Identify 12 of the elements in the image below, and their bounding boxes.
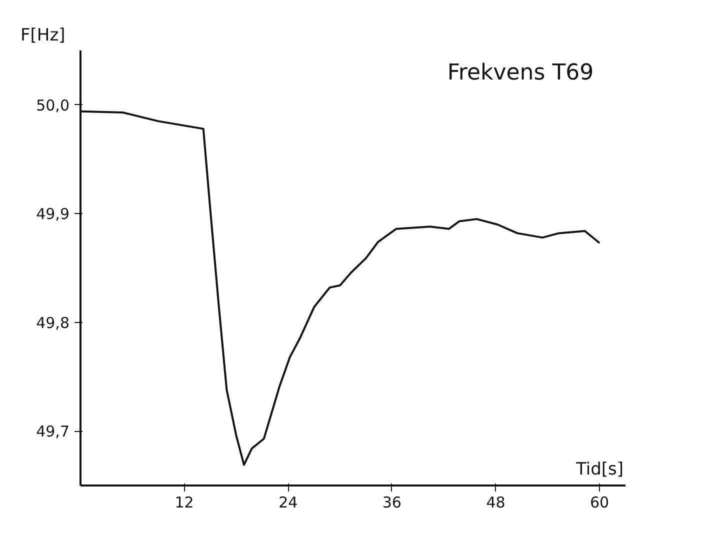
y-tick-label: 49,8 <box>36 314 70 332</box>
y-tick-label: 49,9 <box>36 205 70 224</box>
x-tick-label: 48 <box>486 494 506 512</box>
x-tick-label: 60 <box>590 494 610 512</box>
y-axis-title: F[Hz] <box>20 26 66 46</box>
y-tick-label: 50,0 <box>36 96 70 114</box>
x-tick-label: 24 <box>278 494 298 512</box>
x-axis-title: Tid[s] <box>575 460 624 480</box>
x-tick-label: 36 <box>382 494 402 512</box>
text: Frekvens T69 <box>447 60 594 86</box>
y-tick-label: 49,7 <box>36 422 70 441</box>
x-tick-label: 12 <box>174 494 194 512</box>
